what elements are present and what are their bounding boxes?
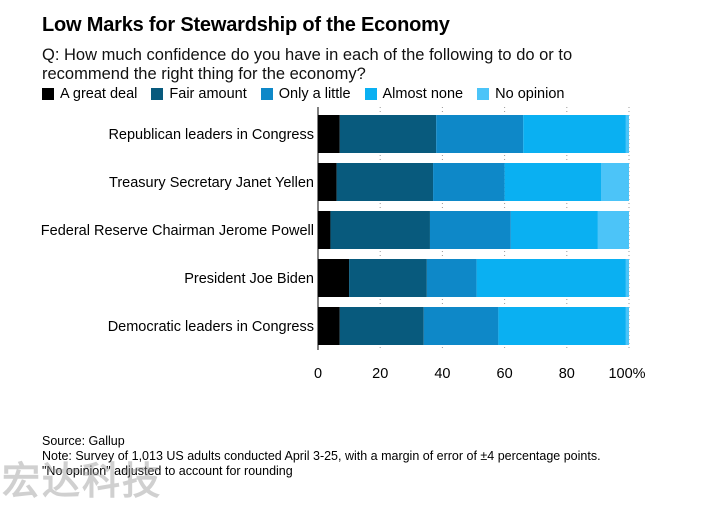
category-label: Federal Reserve Chairman Jerome Powell bbox=[41, 223, 314, 239]
bar-segment bbox=[318, 307, 340, 345]
x-tick-label: 60 bbox=[497, 366, 513, 382]
legend-item: A great deal bbox=[42, 86, 137, 102]
legend-item: Fair amount bbox=[151, 86, 247, 102]
bar-segment bbox=[510, 211, 598, 249]
bar-segment bbox=[318, 211, 331, 249]
bar-segment bbox=[436, 115, 524, 153]
legend-swatch bbox=[477, 88, 490, 100]
x-tick-label: 20 bbox=[372, 366, 388, 382]
bar-segment bbox=[476, 259, 626, 297]
bar-segment bbox=[498, 307, 626, 345]
category-label: Republican leaders in Congress bbox=[108, 127, 314, 143]
footer: Source: Gallup Note: Survey of 1,013 US … bbox=[42, 434, 601, 479]
note-text: Note: Survey of 1,013 US adults conducte… bbox=[42, 449, 601, 463]
bar-segment bbox=[523, 115, 626, 153]
bar-segment bbox=[433, 163, 505, 201]
bar-segment bbox=[339, 307, 424, 345]
bar-segment bbox=[349, 259, 427, 297]
legend-label: A great deal bbox=[60, 86, 138, 102]
watermark-logo: 宏达科技 bbox=[2, 461, 163, 503]
bar-segment bbox=[625, 115, 629, 153]
legend-item: No opinion bbox=[477, 86, 564, 102]
category-label: President Joe Biden bbox=[184, 271, 314, 287]
bar-segment bbox=[330, 211, 430, 249]
bar-segment bbox=[625, 307, 629, 345]
legend-label: Almost none bbox=[382, 86, 464, 102]
stacked-bar-chart: Republican leaders in Congress Treasury S… bbox=[41, 107, 646, 382]
bar-segment bbox=[423, 307, 499, 345]
x-tick-label: 40 bbox=[434, 366, 450, 382]
legend-swatch bbox=[260, 88, 273, 100]
bar-segment bbox=[339, 115, 437, 153]
category-label: Democratic leaders in Congress bbox=[108, 319, 314, 335]
legend: A great deal Fair amount Only a little Almo… bbox=[42, 86, 578, 102]
bar-segment bbox=[318, 163, 337, 201]
note-text-2: "No opinion" adjusted to account for rou… bbox=[42, 464, 293, 478]
bar-segment bbox=[597, 211, 629, 249]
chart-title: Low Marks for Stewardship of the Economy bbox=[42, 14, 450, 36]
x-tick-label: 80 bbox=[559, 366, 575, 382]
legend-swatch bbox=[151, 88, 164, 100]
bar-segment bbox=[601, 163, 629, 201]
category-label: Treasury Secretary Janet Yellen bbox=[109, 175, 314, 191]
legend-item: Only a little bbox=[260, 86, 351, 102]
bar-segment bbox=[429, 211, 511, 249]
bar-segment bbox=[504, 163, 602, 201]
legend-label: Fair amount bbox=[169, 86, 247, 102]
bar-segment bbox=[426, 259, 477, 297]
source-text: Source: Gallup bbox=[42, 434, 125, 448]
chart-subtitle: Q: How much confidence do you have in ea… bbox=[42, 46, 573, 83]
legend-item: Almost none bbox=[364, 86, 464, 102]
legend-swatch bbox=[364, 88, 377, 100]
legend-label: No opinion bbox=[495, 86, 565, 102]
bar-segment bbox=[318, 115, 340, 153]
bar-segment bbox=[625, 259, 629, 297]
legend-swatch bbox=[42, 88, 54, 100]
x-tick-label: 100% bbox=[608, 366, 645, 382]
bar-segment bbox=[336, 163, 434, 201]
legend-label: Only a little bbox=[278, 86, 351, 102]
x-tick-label: 0 bbox=[314, 366, 322, 382]
bar-segment bbox=[318, 259, 350, 297]
